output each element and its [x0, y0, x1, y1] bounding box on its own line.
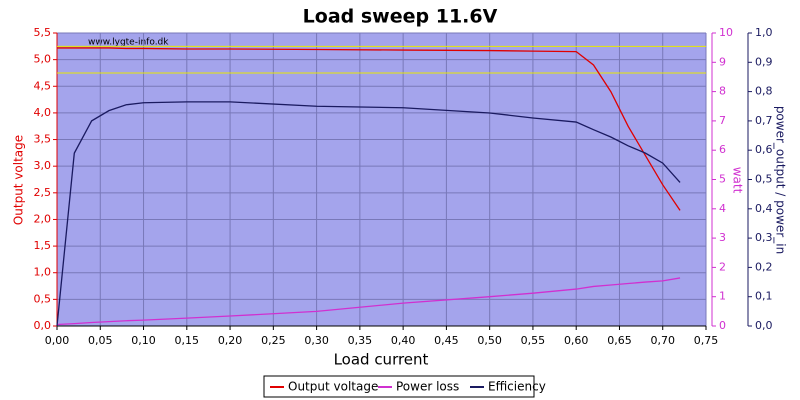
x-tick-label: 0,45 — [434, 334, 459, 347]
y3-tick-label: 0,9 — [755, 55, 773, 68]
y3-tick-label: 0,6 — [755, 143, 773, 156]
x-tick-label: 0,10 — [131, 334, 156, 347]
x-tick-label: 0,30 — [304, 334, 329, 347]
y2-tick-label: 1 — [719, 290, 726, 303]
y2-tick-label: 4 — [719, 202, 726, 215]
y2-axis-title: watt — [731, 167, 745, 194]
x-tick-label: 0,75 — [694, 334, 719, 347]
y-tick-label: 3,5 — [34, 133, 52, 146]
y3-tick-label: 0,8 — [755, 85, 773, 98]
y-tick-label: 0,5 — [34, 292, 52, 305]
y-tick-label: 4,0 — [34, 106, 52, 119]
y2-tick-label: 6 — [719, 143, 726, 156]
y-tick-label: 0,0 — [34, 319, 52, 332]
x-tick-label: 0,60 — [564, 334, 589, 347]
x-axis-title: Load current — [334, 351, 429, 369]
plot-area — [57, 33, 706, 326]
y3-tick-label: 0,0 — [755, 319, 773, 332]
y3-tick-label: 0,1 — [755, 290, 773, 303]
y-tick-label: 2,0 — [34, 212, 52, 225]
y2-tick-label: 10 — [719, 26, 733, 39]
legend-label: Output voltage — [288, 380, 378, 394]
legend-label: Power loss — [396, 380, 459, 394]
x-tick-label: 0,55 — [521, 334, 546, 347]
x-tick-label: 0,50 — [477, 334, 502, 347]
x-tick-label: 0,20 — [218, 334, 243, 347]
y3-tick-label: 0,3 — [755, 231, 773, 244]
series-line — [56, 101, 681, 327]
chart-title: Load sweep 11.6V — [303, 6, 498, 28]
legend — [263, 375, 535, 398]
y-tick-label: 3,0 — [34, 159, 52, 172]
y-tick-label: 2,5 — [34, 186, 52, 199]
series-line — [57, 47, 681, 211]
y3-tick-label: 0,5 — [755, 173, 773, 186]
y-tick-label: 5,5 — [34, 26, 52, 39]
y3-axis-title: power_output / power_in — [774, 106, 788, 254]
y-axis-title: Output voltage — [12, 135, 26, 225]
legend-label: Efficiency — [488, 380, 546, 394]
y3-tick-label: 1,0 — [755, 26, 773, 39]
x-tick-label: 0,70 — [650, 334, 675, 347]
y-tick-label: 5,0 — [34, 53, 52, 66]
y2-tick-label: 2 — [719, 260, 726, 273]
y3-tick-label: 0,7 — [755, 114, 773, 127]
watermark: www.lygte-info.dk — [88, 38, 169, 48]
y2-tick-label: 5 — [719, 173, 726, 186]
y3-tick-label: 0,2 — [755, 260, 773, 273]
y2-tick-label: 3 — [719, 231, 726, 244]
x-tick-label: 0,35 — [348, 334, 373, 347]
series-line — [56, 277, 681, 326]
x-tick-label: 0,15 — [175, 334, 200, 347]
x-tick-label: 0,05 — [88, 334, 113, 347]
y2-tick-label: 7 — [719, 114, 726, 127]
y2-tick-label: 8 — [719, 85, 726, 98]
y2-tick-label: 0 — [719, 319, 726, 332]
y-tick-label: 1,5 — [34, 239, 52, 252]
x-tick-label: 0,65 — [607, 334, 632, 347]
x-tick-label: 0,25 — [261, 334, 286, 347]
y-tick-label: 4,5 — [34, 79, 52, 92]
y2-tick-label: 9 — [719, 55, 726, 68]
y3-tick-label: 0,4 — [755, 202, 773, 215]
y-tick-label: 1,0 — [34, 266, 52, 279]
x-tick-label: 0,00 — [45, 334, 70, 347]
x-tick-label: 0,40 — [391, 334, 416, 347]
